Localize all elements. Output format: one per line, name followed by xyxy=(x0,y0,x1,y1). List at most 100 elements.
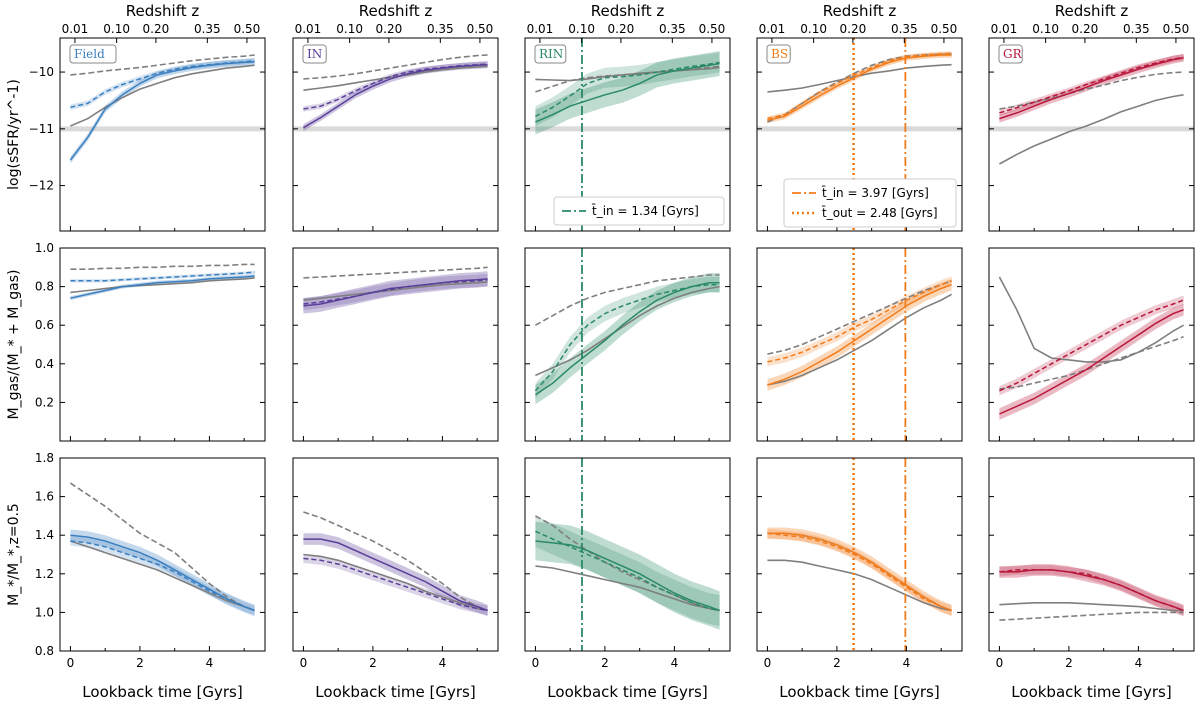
axes-frame xyxy=(756,247,963,442)
panel-tag: GR xyxy=(998,44,1023,64)
subplot-field-ssfr: −12 −11 −10 0.01 0.10 0.20 0.35 0.50 Redshift z F… xyxy=(29,2,266,232)
x-tick-label: 2 xyxy=(1065,656,1073,670)
panel-bs: 0.01 0.10 0.20 0.35 0.50 Redshift z BS t̄_in = … xyxy=(756,2,963,701)
redshift-tick-label: 0.01 xyxy=(527,22,554,36)
subplot-rin-mgas xyxy=(524,247,731,442)
svg-text:IN: IN xyxy=(307,47,322,61)
solid-error-band xyxy=(535,273,720,405)
axes-frame xyxy=(59,37,266,232)
x-tick-label: 2 xyxy=(833,656,841,670)
colored-dashed-line xyxy=(999,56,1184,114)
gray-dashed-line xyxy=(69,482,255,612)
redshift-tick-label: 0.35 xyxy=(427,22,454,36)
panel-tag: IN xyxy=(302,44,327,64)
panel-gr: 0.01 0.10 0.20 0.35 0.50 Redshift z GR 0 2 4 Lookb… xyxy=(988,2,1195,701)
redshift-tick-label: 0.20 xyxy=(608,22,635,36)
redshift-axis-title: Redshift z xyxy=(1055,2,1129,20)
gray-solid-line xyxy=(303,553,488,612)
x-tick-label: 4 xyxy=(671,656,679,670)
dashed-error-band xyxy=(999,295,1184,396)
x-tick-label: 0 xyxy=(300,656,308,670)
redshift-tick-label: 0.50 xyxy=(467,22,494,36)
solid-error-band xyxy=(303,533,488,617)
colored-dashed-line xyxy=(767,52,952,120)
colored-solid-line xyxy=(999,57,1184,120)
redshift-tick-label: 0.35 xyxy=(659,22,686,36)
dashed-error-band xyxy=(535,276,720,399)
x-axis-label: Lookback time [Gyrs] xyxy=(315,683,475,701)
redshift-tick-label: 0.10 xyxy=(568,22,595,36)
redshift-tick-label: 0.20 xyxy=(840,22,867,36)
redshift-tick-label: 0.01 xyxy=(759,22,786,36)
x-axis-label: Lookback time [Gyrs] xyxy=(1011,683,1171,701)
redshift-tick-label: 0.10 xyxy=(800,22,827,36)
x-tick-label: 4 xyxy=(1135,656,1143,670)
x-axis-label: Lookback time [Gyrs] xyxy=(82,683,242,701)
redshift-tick-label: 0.35 xyxy=(194,22,221,36)
subplot-gr-ssfr: 0.01 0.10 0.20 0.35 0.50 Redshift z GR xyxy=(988,2,1195,232)
solid-error-band xyxy=(767,527,952,617)
x-tick-label: 0 xyxy=(532,656,540,670)
x-tick-label: 0 xyxy=(67,656,75,670)
y-axis-label-mstar: M_*/M_*,z=0.5 xyxy=(6,503,22,606)
gray-solid-line xyxy=(999,602,1184,612)
solid-error-band xyxy=(303,61,488,132)
panel-tag: BS xyxy=(766,44,791,64)
legend: t̄_in = 3.97 [Gyrs] t̄_out = 2.48 [Gyrs] xyxy=(783,178,957,228)
redshift-axis-title: Redshift z xyxy=(823,2,897,20)
y-tick-label: −12 xyxy=(29,179,54,193)
gray-solid-line xyxy=(767,63,952,93)
colored-solid-line xyxy=(70,275,255,299)
dashed-error-band xyxy=(999,565,1184,616)
colored-solid-line xyxy=(535,62,720,123)
x-tick-label: 4 xyxy=(439,656,447,670)
colored-dashed-line xyxy=(767,280,952,363)
axes-frame xyxy=(988,457,1195,652)
legend: t̄_in = 1.34 [Gyrs] xyxy=(553,196,725,226)
subplot-field-mstar: 0 2 4 0.8 1.0 1.2 1.4 1.6 1.8 xyxy=(35,451,266,670)
redshift-axis-title: Redshift z xyxy=(591,2,665,20)
x-axis-label: Lookback time [Gyrs] xyxy=(779,683,939,701)
colored-dashed-line xyxy=(303,557,488,612)
axes-frame xyxy=(756,37,963,232)
y-tick-label: 1.8 xyxy=(35,451,54,465)
plot-area xyxy=(303,266,488,314)
panel-rin: 0.01 0.10 0.20 0.35 0.50 Redshift z RIN t̄_in =… xyxy=(524,2,731,701)
colored-dashed-line xyxy=(535,61,720,117)
redshift-tick-label: 0.50 xyxy=(699,22,726,36)
gray-solid-line xyxy=(767,559,952,612)
axes-frame xyxy=(756,457,963,652)
legend-label: t̄_in = 3.97 [Gyrs] xyxy=(822,186,929,200)
plot-area xyxy=(535,458,720,651)
redshift-tick-label: 0.50 xyxy=(234,22,261,36)
gray-solid-line xyxy=(535,285,720,377)
colored-dashed-line xyxy=(535,530,720,612)
y-axis-label-ssfr: log(sSFR/yr^-1) xyxy=(6,79,22,190)
gray-dashed-line xyxy=(303,266,488,279)
axes-frame xyxy=(524,457,731,652)
colored-solid-line xyxy=(303,278,488,307)
colored-dashed-line xyxy=(999,299,1184,392)
axes-frame xyxy=(59,457,266,652)
y-tick-label: 1.0 xyxy=(35,605,54,619)
colored-dashed-line xyxy=(767,532,952,612)
gray-dashed-line xyxy=(999,611,1184,621)
svg-text:GR: GR xyxy=(1003,47,1023,61)
colored-solid-line xyxy=(999,309,1184,415)
subplot-bs-mstar: 0 2 4 xyxy=(756,457,963,670)
y-tick-label: 1.6 xyxy=(35,490,54,504)
subplot-rin-mstar: 0 2 4 xyxy=(524,457,731,670)
colored-solid-line xyxy=(535,540,720,612)
plot-area xyxy=(303,511,488,617)
colored-solid-line xyxy=(303,538,488,612)
subplot-in-mstar: 0 2 4 xyxy=(292,457,499,670)
y-tick-label: 0.8 xyxy=(35,280,54,294)
axes-frame xyxy=(292,37,499,232)
colored-solid-line xyxy=(70,534,255,612)
y-tick-label: −11 xyxy=(29,122,54,136)
plot-area xyxy=(767,458,952,651)
dashed-error-band xyxy=(70,270,255,283)
y-axis-label-mgas: M_gas/(M_* + M_gas) xyxy=(6,269,22,419)
